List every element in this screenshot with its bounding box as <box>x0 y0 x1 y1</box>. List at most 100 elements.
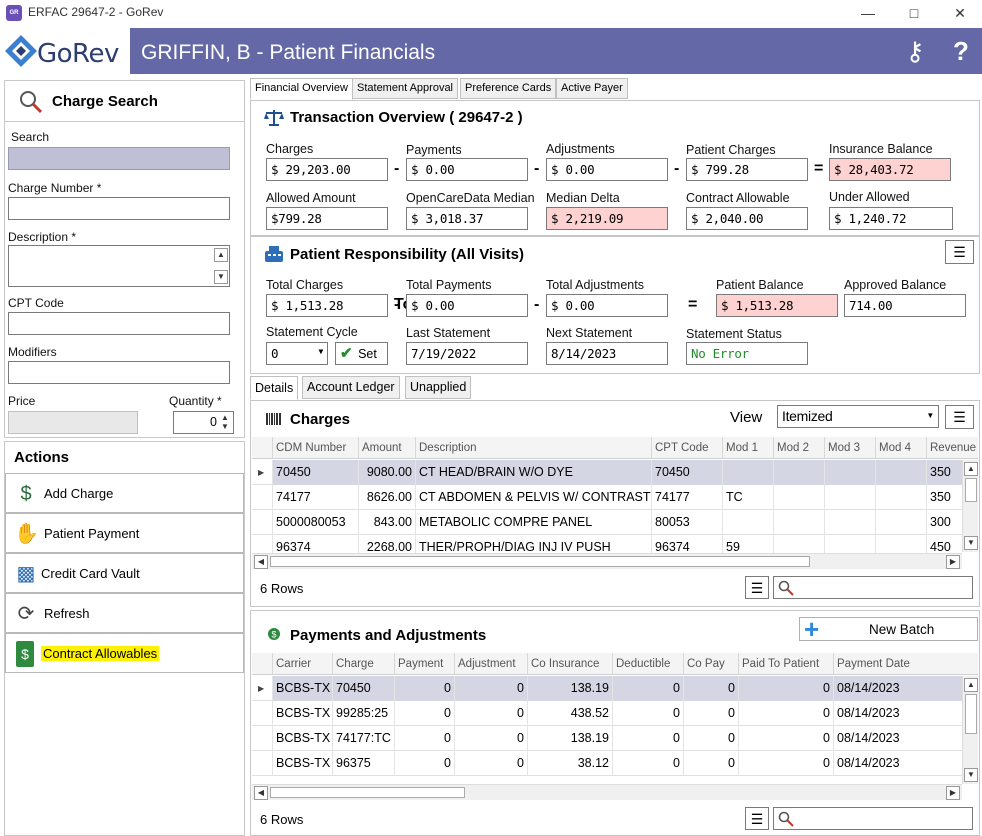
table-cell[interactable]: 0 <box>612 676 683 701</box>
table-cell[interactable] <box>824 510 875 535</box>
table-cell[interactable] <box>875 460 926 485</box>
table-cell[interactable]: 0 <box>394 751 454 776</box>
table-cell[interactable] <box>773 510 824 535</box>
table-cell[interactable]: 74177:TC <box>332 726 394 751</box>
minimize-button[interactable]: — <box>861 5 875 21</box>
table-cell[interactable]: 96375 <box>332 751 394 776</box>
table-cell[interactable]: 450 <box>926 535 966 560</box>
scroll-down-icon[interactable]: ▼ <box>214 270 228 284</box>
scroll-right-icon[interactable]: ▶ <box>946 786 960 800</box>
table-row[interactable]: ▶ 70450 9080.00 CT HEAD/BRAIN W/O DYE 70450 3… <box>252 460 966 485</box>
table-cell[interactable]: 59 <box>722 535 773 560</box>
set-button[interactable]: ✔ Set <box>335 342 388 365</box>
table-cell[interactable]: 9080.00 <box>358 460 415 485</box>
quantity-stepper[interactable]: 0 <box>173 411 234 434</box>
table-cell[interactable] <box>722 510 773 535</box>
table-cell[interactable]: 80053 <box>651 510 722 535</box>
table-cell[interactable]: 0 <box>738 751 833 776</box>
column-header[interactable]: Deductible <box>612 653 683 675</box>
table-cell[interactable]: 350 <box>926 485 966 510</box>
help-icon[interactable]: ? <box>953 36 969 66</box>
table-cell[interactable] <box>875 510 926 535</box>
table-cell[interactable]: 08/14/2023 <box>833 676 963 701</box>
scroll-down-icon[interactable]: ▼ <box>964 536 978 550</box>
payments-vertical-scrollbar[interactable]: ▲ ▼ <box>962 676 978 784</box>
table-cell[interactable]: 96374 <box>651 535 722 560</box>
column-header[interactable]: Mod 4 <box>875 437 926 459</box>
add-charge-button[interactable]: $ Add Charge <box>5 473 244 513</box>
table-cell[interactable]: 0 <box>394 701 454 726</box>
scroll-thumb[interactable] <box>965 694 977 734</box>
tab-financial-overview[interactable]: Financial Overview <box>250 78 353 100</box>
scroll-thumb[interactable] <box>965 478 977 502</box>
column-header[interactable]: CDM Number <box>272 437 358 459</box>
table-cell[interactable]: 70450 <box>651 460 722 485</box>
column-header[interactable]: Carrier <box>272 653 332 675</box>
scroll-thumb[interactable] <box>270 787 465 798</box>
table-cell[interactable]: CT HEAD/BRAIN W/O DYE <box>415 460 651 485</box>
table-cell[interactable]: METABOLIC COMPRE PANEL <box>415 510 651 535</box>
table-cell[interactable]: 0 <box>683 751 738 776</box>
scroll-up-icon[interactable]: ▲ <box>964 678 978 692</box>
table-cell[interactable]: 438.52 <box>527 701 612 726</box>
table-cell[interactable]: 0 <box>738 726 833 751</box>
close-button[interactable]: ✕ <box>954 5 966 21</box>
table-cell[interactable]: BCBS-TX <box>272 701 332 726</box>
maximize-button[interactable]: □ <box>909 5 919 21</box>
column-header[interactable]: Mod 2 <box>773 437 824 459</box>
description-input[interactable]: ▲ ▼ <box>8 245 230 287</box>
table-cell[interactable] <box>773 460 824 485</box>
table-cell[interactable]: BCBS-TX <box>272 751 332 776</box>
table-cell[interactable]: 96374 <box>272 535 358 560</box>
table-cell[interactable]: THER/PROPH/DIAG INJ IV PUSH <box>415 535 651 560</box>
column-header[interactable]: Description <box>415 437 651 459</box>
charges-filter-input[interactable] <box>773 576 973 599</box>
scroll-up-icon[interactable]: ▲ <box>214 248 228 262</box>
table-cell[interactable]: 0 <box>454 701 527 726</box>
payments-filter-input[interactable] <box>773 807 973 830</box>
table-row[interactable]: ▶ BCBS-TX 70450 0 0 138.19 0 0 0 08/14/2023 <box>252 676 963 701</box>
table-cell[interactable]: 0 <box>612 751 683 776</box>
tab-unapplied[interactable]: Unapplied <box>405 376 472 399</box>
table-cell[interactable]: 0 <box>683 701 738 726</box>
contract-allowables-button[interactable]: $ Contract Allowables <box>5 633 244 673</box>
table-cell[interactable]: 0 <box>738 676 833 701</box>
charges-grid-menu-icon[interactable]: ☰ <box>745 576 769 599</box>
scroll-down-icon[interactable]: ▼ <box>964 768 978 782</box>
table-cell[interactable] <box>722 460 773 485</box>
column-header[interactable]: Charge <box>332 653 394 675</box>
table-cell[interactable]: 08/14/2023 <box>833 701 963 726</box>
table-row[interactable]: 74177 8626.00 CT ABDOMEN & PELVIS W/ CONTR… <box>252 485 962 510</box>
table-cell[interactable]: BCBS-TX <box>272 726 332 751</box>
table-cell[interactable]: 0 <box>683 726 738 751</box>
column-header[interactable]: Payment <box>394 653 454 675</box>
statement-cycle-select[interactable]: 0 ▼ <box>266 342 328 365</box>
table-cell[interactable]: 300 <box>926 510 966 535</box>
scroll-up-icon[interactable]: ▲ <box>964 462 978 476</box>
new-batch-button[interactable]: + New Batch <box>799 614 978 644</box>
table-cell[interactable]: 0 <box>612 701 683 726</box>
table-row[interactable]: 96374 2268.00 THER/PROPH/DIAG INJ IV PUSH 9… <box>252 535 962 560</box>
keys-icon[interactable]: ⚷ <box>905 36 925 66</box>
responsibility-menu-icon[interactable]: ☰ <box>945 240 974 264</box>
table-cell[interactable]: 8626.00 <box>358 485 415 510</box>
table-row[interactable]: BCBS-TX 99285:25 0 0 438.52 0 0 0 08/14/2023 <box>252 701 962 726</box>
tab-statement-approval[interactable]: Statement Approval <box>352 78 459 99</box>
tab-preference-cards[interactable]: Preference Cards <box>460 78 557 99</box>
charges-menu-icon[interactable]: ☰ <box>945 405 974 429</box>
table-cell[interactable] <box>824 460 875 485</box>
table-cell[interactable]: 0 <box>454 751 527 776</box>
scroll-left-icon[interactable]: ◀ <box>254 786 268 800</box>
scroll-left-icon[interactable]: ◀ <box>254 555 268 569</box>
table-cell[interactable] <box>875 535 926 560</box>
payments-grid-menu-icon[interactable]: ☰ <box>745 807 769 830</box>
tab-active-payer[interactable]: Active Payer <box>556 78 628 99</box>
column-header[interactable]: Amount <box>358 437 415 459</box>
table-cell[interactable]: 0 <box>612 726 683 751</box>
scroll-thumb[interactable] <box>270 556 810 567</box>
stepper-arrows-icon[interactable]: ▲ ▼ <box>221 413 229 431</box>
table-cell[interactable] <box>773 485 824 510</box>
table-cell[interactable]: 0 <box>454 726 527 751</box>
table-cell[interactable]: CT ABDOMEN & PELVIS W/ CONTRAST <box>415 485 651 510</box>
table-cell[interactable]: TC <box>722 485 773 510</box>
